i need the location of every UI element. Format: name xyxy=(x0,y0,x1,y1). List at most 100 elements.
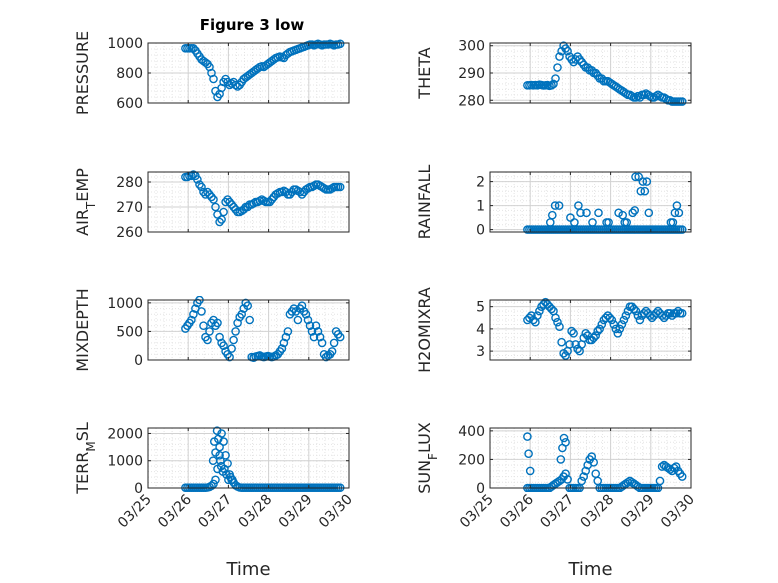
data-point xyxy=(203,335,212,345)
data-point xyxy=(597,320,607,329)
y-tick-label: 290 xyxy=(458,66,485,82)
data-point xyxy=(187,315,196,325)
data-point xyxy=(638,177,648,186)
data-point xyxy=(217,215,226,224)
data-point xyxy=(283,327,293,336)
data-point xyxy=(671,462,681,471)
data-point xyxy=(211,202,220,212)
data-point xyxy=(631,306,641,316)
data-point xyxy=(605,313,615,323)
data-point xyxy=(642,177,652,186)
data-point xyxy=(253,64,263,73)
data-point xyxy=(209,195,218,204)
data-point xyxy=(197,182,206,192)
y-tick-label: 280 xyxy=(116,175,143,191)
data-point xyxy=(665,308,675,318)
data-point xyxy=(245,315,254,325)
data-point xyxy=(657,462,667,471)
x-tick-label: 03/27 xyxy=(537,492,577,532)
data-point xyxy=(237,309,246,319)
data-point xyxy=(189,309,198,319)
data-point xyxy=(221,450,230,460)
data-point xyxy=(555,322,564,332)
data-point xyxy=(621,311,631,320)
data-point xyxy=(589,457,599,467)
data-point xyxy=(301,309,311,319)
data-point xyxy=(587,452,597,461)
data-point xyxy=(548,210,557,220)
data-point xyxy=(561,351,570,360)
y-tick-label: 1000 xyxy=(107,454,143,470)
data-point xyxy=(551,313,560,323)
x-tick-label: 03/30 xyxy=(658,492,698,532)
chart-panel-4: 0 500 1000 MIXDEPTH xyxy=(73,288,350,372)
data-point xyxy=(559,433,569,443)
data-point xyxy=(193,175,202,184)
data-point xyxy=(329,338,339,348)
data-point xyxy=(554,201,564,210)
data-point xyxy=(255,196,265,206)
data-point xyxy=(219,207,228,217)
y-tick-label: 5 xyxy=(476,300,485,316)
y-tick-label: 0 xyxy=(476,481,485,497)
data-point xyxy=(297,301,307,311)
data-point xyxy=(607,315,617,325)
x-tick-label: 03/26 xyxy=(155,491,195,531)
y-axis-label: RAINFALL xyxy=(415,165,434,240)
data-point xyxy=(629,304,639,314)
data-point xyxy=(317,338,327,348)
data-point xyxy=(622,218,632,227)
data-point xyxy=(569,328,578,338)
data-point xyxy=(549,79,558,89)
data-point xyxy=(305,321,315,331)
data-point xyxy=(225,352,234,362)
data-point xyxy=(209,74,218,84)
data-point xyxy=(577,476,587,486)
data-point xyxy=(591,331,601,340)
data-point xyxy=(228,475,237,485)
data-point xyxy=(582,208,591,218)
x-axis-label: Time xyxy=(225,559,270,580)
x-tick-label: 03/29 xyxy=(618,492,658,532)
series-markers xyxy=(181,170,345,227)
data-point xyxy=(293,315,303,325)
data-point xyxy=(527,311,536,320)
chart-panel-3: 0 1 2 RAINFALL xyxy=(415,165,692,240)
data-point xyxy=(611,324,621,334)
y-tick-label: 200 xyxy=(458,452,485,468)
data-point xyxy=(593,326,603,336)
data-point xyxy=(233,318,242,328)
x-tick-label: 03/29 xyxy=(276,492,316,532)
axes-box xyxy=(489,171,692,233)
data-point xyxy=(617,320,627,329)
data-point xyxy=(547,81,556,90)
data-point xyxy=(215,442,224,452)
y-axis-label: SUNFLUX xyxy=(415,422,440,494)
data-point xyxy=(639,90,649,100)
data-point xyxy=(561,469,570,479)
y-tick-label: 2000 xyxy=(107,426,143,442)
y-tick-label: 2 xyxy=(476,175,485,191)
data-point xyxy=(215,450,224,460)
data-point xyxy=(215,217,224,227)
data-point xyxy=(335,39,345,49)
data-point xyxy=(231,327,240,336)
chart-panel-2: 260 270 280 AIRTEMP xyxy=(73,168,350,241)
data-point xyxy=(581,466,591,476)
data-point xyxy=(604,218,613,227)
y-tick-label: 500 xyxy=(116,324,143,340)
data-point xyxy=(615,324,625,334)
data-point xyxy=(309,181,319,191)
y-axis-label: H2OMIXRA xyxy=(415,287,434,373)
data-point xyxy=(594,208,603,218)
y-tick-label: 1000 xyxy=(107,296,143,312)
y-tick-label: 4 xyxy=(476,322,485,338)
x-axis-label: Time xyxy=(567,559,612,580)
y-tick-label: 0 xyxy=(476,223,485,239)
y-tick-label: 260 xyxy=(116,225,143,241)
data-point xyxy=(335,182,345,192)
data-point xyxy=(524,449,533,459)
data-point xyxy=(212,426,222,436)
data-point xyxy=(579,472,589,481)
